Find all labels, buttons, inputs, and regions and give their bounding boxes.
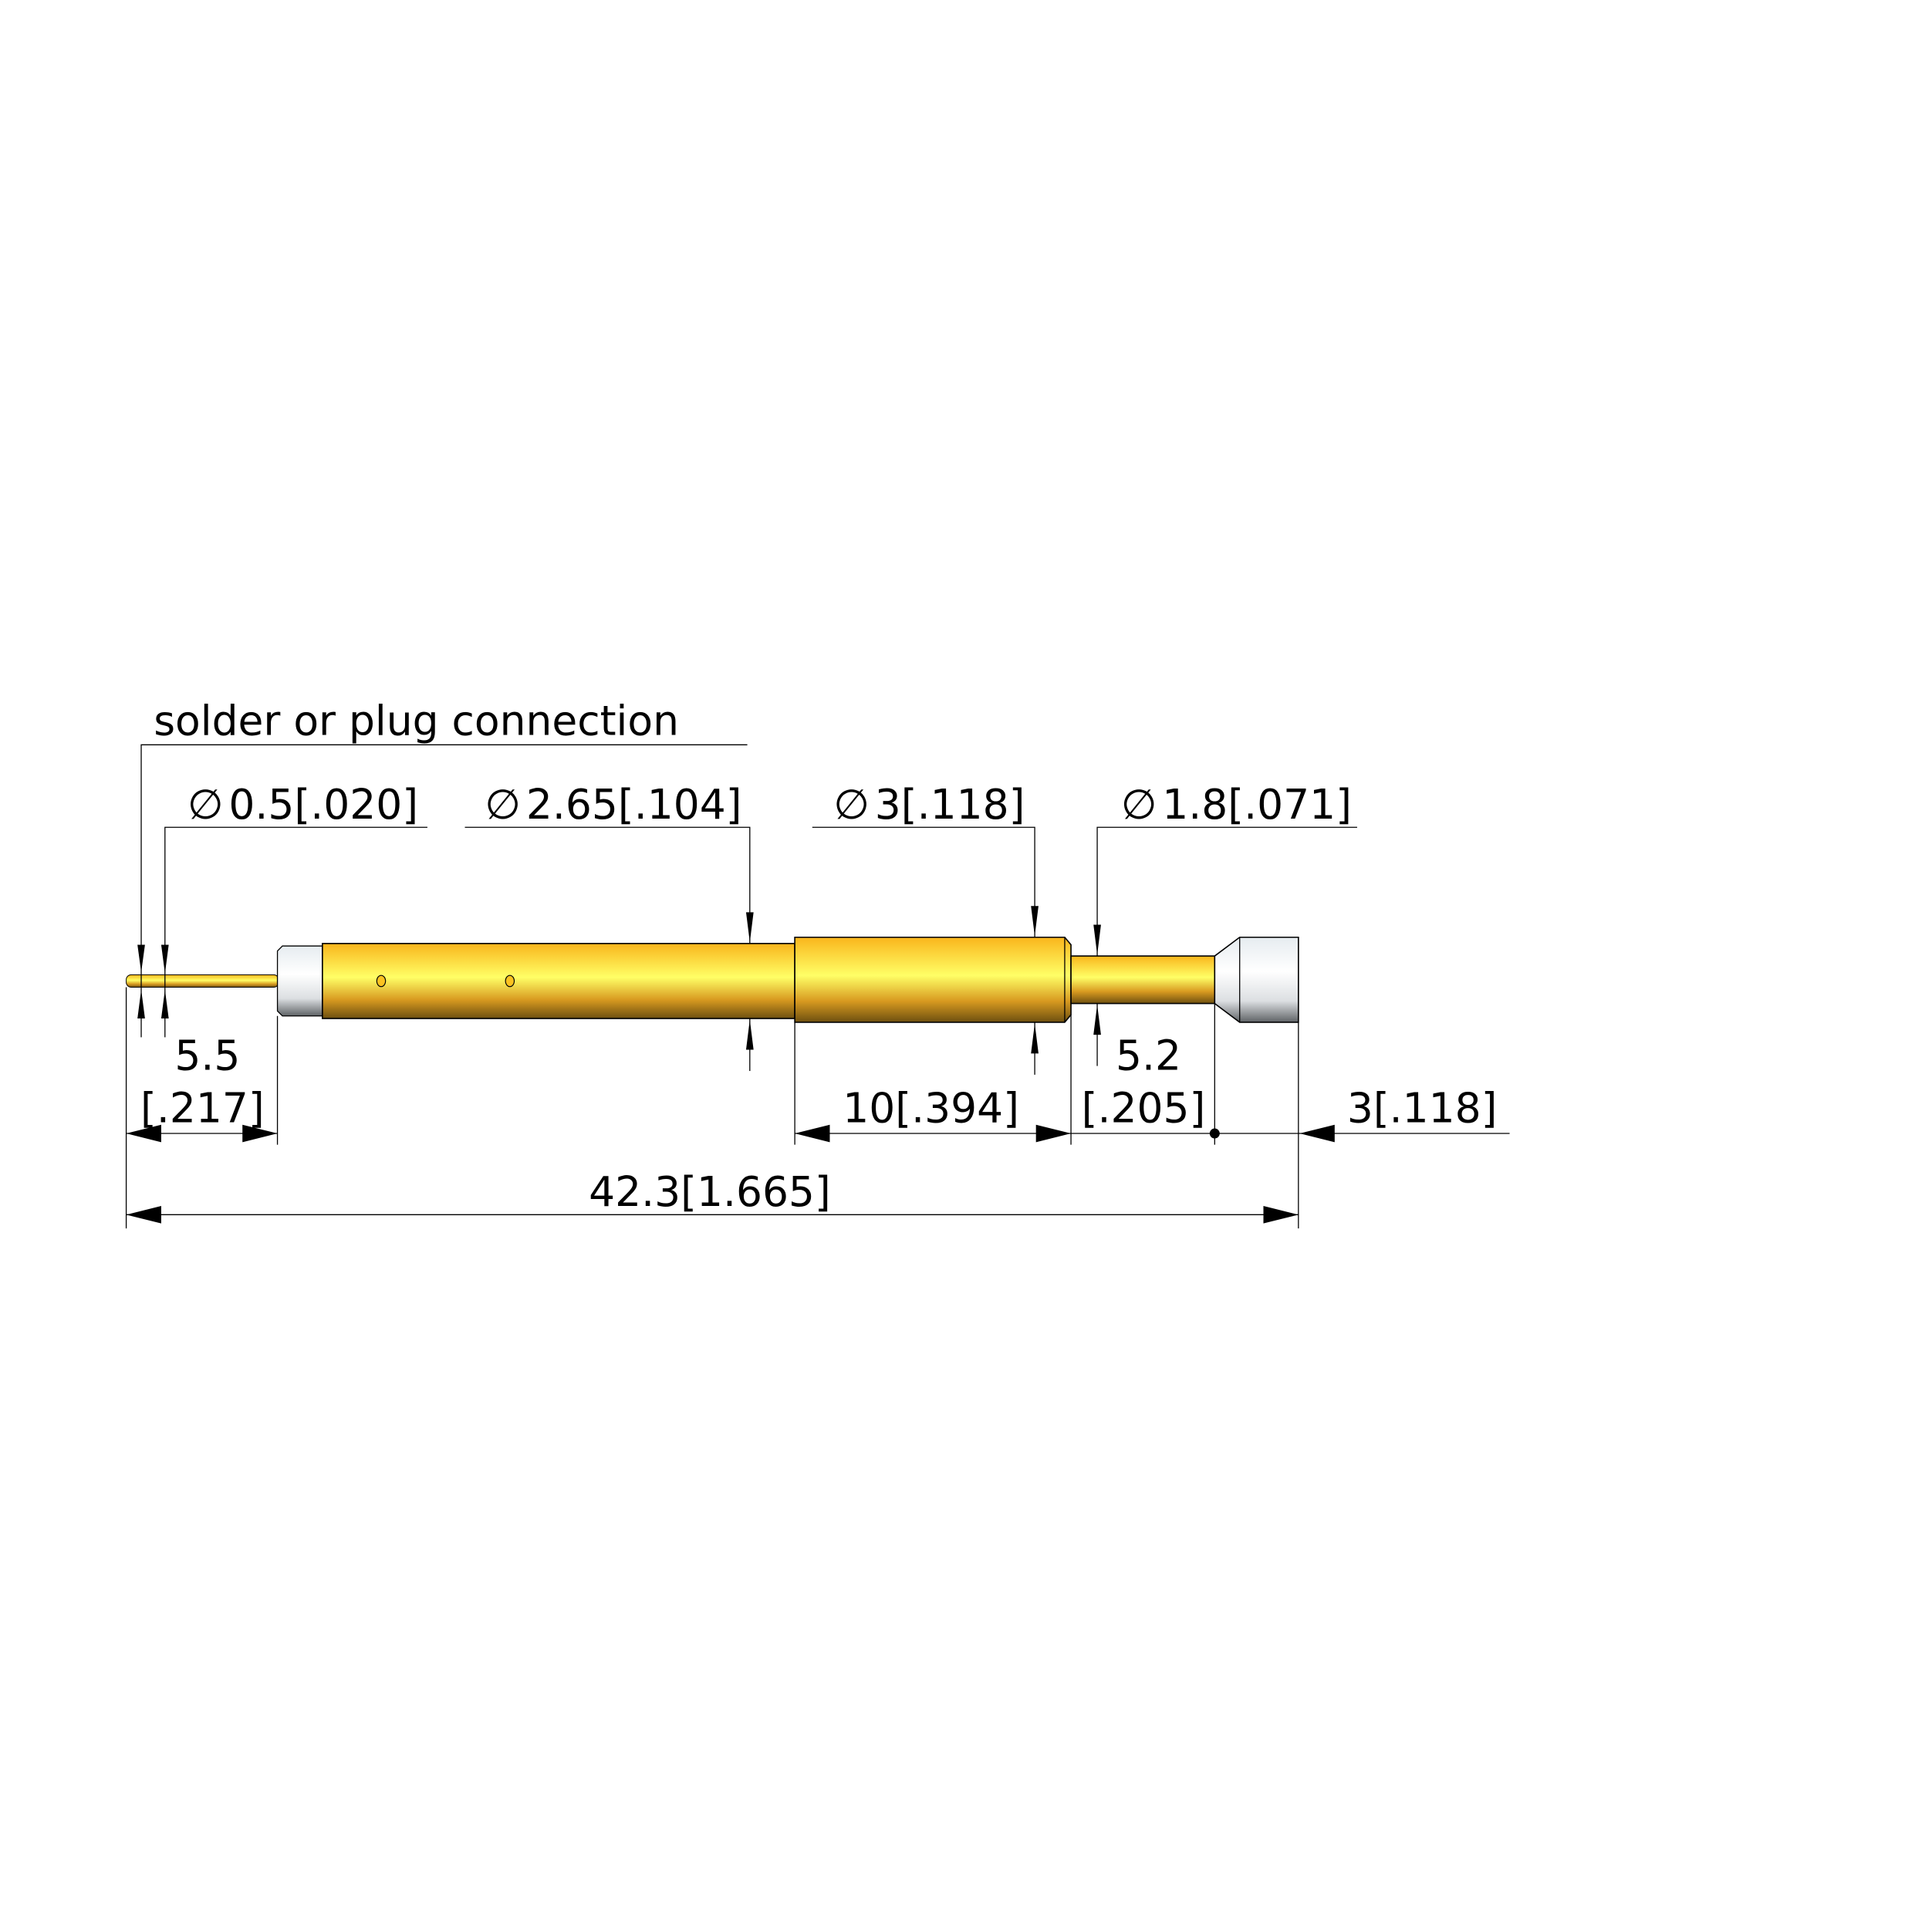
dim-text: 2.65[.104] [526,780,742,829]
solder-tip [126,974,279,988]
dim-text: 5.5 [174,1031,240,1079]
dim-text: 0.5[.020] [228,780,418,829]
barrel-hole [505,974,515,988]
dim-head-length: 3[.118] [1298,1022,1498,1229]
dim-diameter-barrel: ∅ 2.65[.104] [464,780,754,1072]
probe-part [126,936,1299,1023]
dim-text: 10[.394] [843,1083,1019,1132]
barrel-hole [376,974,387,988]
neck [1070,955,1216,1005]
dim-neck-length: 5.2 [.205] [1082,1003,1220,1145]
dim-text: 3[.118] [875,780,1025,829]
dim-text: 1.8[.071] [1162,780,1352,829]
dim-tip-length: 5.5 [.217] [125,987,279,1229]
diameter-symbol: ∅ [833,780,870,829]
dim-diameter-neck: ∅ 1.8[.071] [1093,780,1357,1066]
connection-callout: solder or plug connection [137,696,748,1038]
dim-text: [.205] [1082,1083,1206,1132]
dim-text: 42.3[1.665] [589,1167,831,1216]
diameter-symbol: ∅ [1121,780,1157,829]
dim-diameter-tip: ∅ 0.5[.020] [137,780,427,1038]
dim-overall-length: 42.3[1.665] [126,1167,1299,1224]
dim-diameter-body: ∅ 3[.118] [812,780,1039,1075]
dim-text: 5.2 [1116,1031,1181,1079]
dim-body-length: 10[.394] [794,1015,1510,1145]
diameter-symbol: ∅ [485,780,521,829]
body [794,936,1072,1023]
insulator-head [1214,936,1299,1023]
dim-text: [.217] [140,1083,265,1132]
insulator-collar [276,945,323,1017]
diameter-symbol: ∅ [187,780,224,829]
callout-text: solder or plug connection [154,696,679,745]
dim-text: 3[.118] [1347,1083,1498,1132]
barrel [322,943,795,1019]
